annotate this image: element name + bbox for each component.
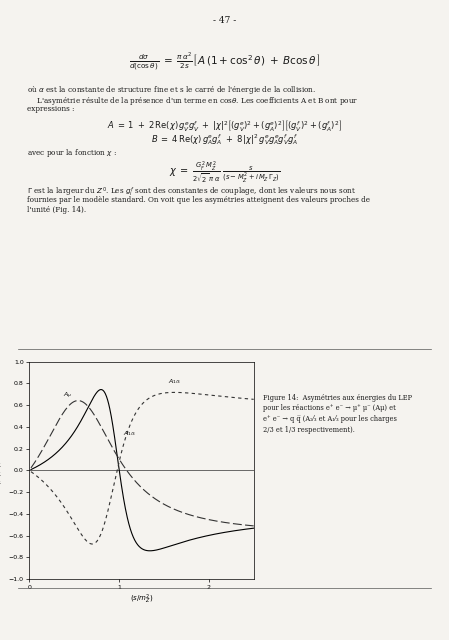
Y-axis label: $A_\mu, F_\mu, B_\mu, F_B$: $A_\mu, F_\mu, B_\mu, F_B$ xyxy=(0,453,6,488)
Text: l'unité (Fig. 14).: l'unité (Fig. 14). xyxy=(27,206,86,214)
Text: $A_{1/3}$: $A_{1/3}$ xyxy=(168,378,181,387)
Text: fournies par le modèle standard. On voit que les asymétries atteignent des valeu: fournies par le modèle standard. On voit… xyxy=(27,196,370,204)
Text: $\chi\;=\;\frac{G_F^2\,M_Z^2}{2\sqrt{2}\;\pi\,\alpha}\;\frac{s}{(s-M_Z^2+i\,M_Z\: $\chi\;=\;\frac{G_F^2\,M_Z^2}{2\sqrt{2}\… xyxy=(169,160,280,185)
Text: $A_\mu$: $A_\mu$ xyxy=(63,391,72,401)
X-axis label: $(s/m_Z^2)$: $(s/m_Z^2)$ xyxy=(130,593,153,606)
Text: où $\alpha$ est la constante de structure fine et s le carré de l'énergie de la : où $\alpha$ est la constante de structur… xyxy=(27,84,316,97)
Text: - 47 -: - 47 - xyxy=(213,16,236,25)
Text: $B\;=\;4\,\mathrm{Re}(\chi)\,g_A^e g_A^f\;+\;8\,|\chi|^2\,g_V^e g_A^e g_V^f g_A^: $B\;=\;4\,\mathrm{Re}(\chi)\,g_A^e g_A^f… xyxy=(151,132,298,147)
Text: $\frac{d\sigma}{d(\cos\theta)}\;=\;\frac{\pi\,\alpha^2}{2s}\left[\,A\,(1+\cos^2\: $\frac{d\sigma}{d(\cos\theta)}\;=\;\frac… xyxy=(128,51,321,73)
Text: avec pour la fonction $\chi$ :: avec pour la fonction $\chi$ : xyxy=(27,147,117,159)
Text: L'asymétrie résulte de la présence d'un terme en cos$\theta$. Les coefficients A: L'asymétrie résulte de la présence d'un … xyxy=(27,95,358,107)
Text: $A\;=\;1\;+\;2\,\mathrm{Re}(\chi)\,g_V^e g_V^f\;+\;|\chi|^2\left[(g_V^e)^2+(g_A^: $A\;=\;1\;+\;2\,\mathrm{Re}(\chi)\,g_V^e… xyxy=(107,118,342,132)
Text: Figure 14:  Asymétries aux énergies du LEP
pour les réactions e⁺ e⁻ → μ⁺ μ⁻ (Aμ): Figure 14: Asymétries aux énergies du LE… xyxy=(263,394,412,434)
Text: expressions :: expressions : xyxy=(27,105,75,113)
Text: $A_{1/3}$: $A_{1/3}$ xyxy=(123,430,136,438)
Text: $\Gamma$ est la largeur du $Z^0$. Les $g_i^f$ sont des constantes de couplage, d: $\Gamma$ est la largeur du $Z^0$. Les $g… xyxy=(27,186,357,199)
